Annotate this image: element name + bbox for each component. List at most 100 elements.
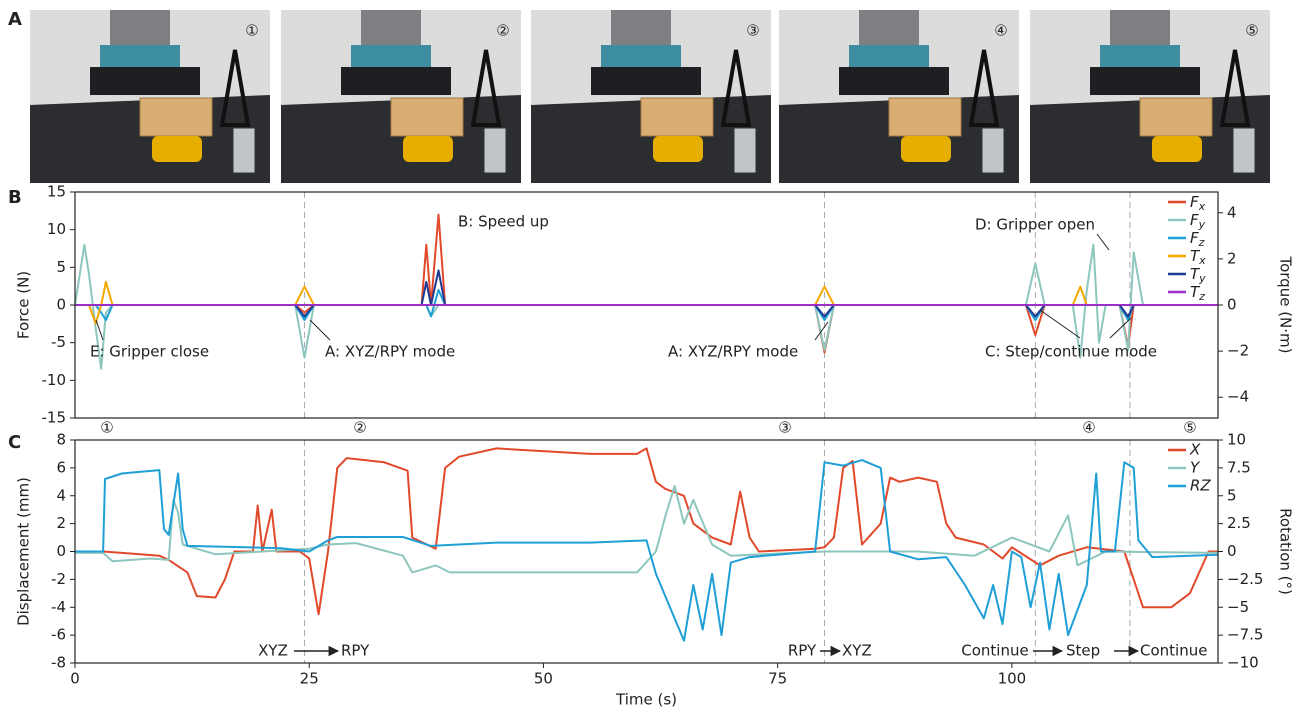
- annotation: E: Gripper close: [90, 343, 209, 361]
- controller: [982, 128, 1004, 173]
- stage-label: ③: [778, 419, 791, 437]
- y2-tick-label: −7.5: [1227, 626, 1263, 644]
- annotation: A: XYZ/RPY mode: [325, 343, 455, 361]
- photo: ⑤: [1030, 10, 1270, 183]
- y-tick-label: -4: [51, 598, 66, 616]
- robot-base: [611, 10, 671, 45]
- yellow-cylinder: [901, 136, 951, 162]
- controller: [233, 128, 255, 173]
- stage-label: ②: [353, 419, 366, 437]
- mount-frame: [90, 67, 200, 95]
- y-axis-title: Displacement (mm): [15, 477, 33, 626]
- y-tick-label: -5: [51, 333, 66, 351]
- y-tick-label: -2: [51, 570, 66, 588]
- transition-label: XYZ: [842, 642, 872, 660]
- y2-axis-title: Torque (N·m): [1277, 255, 1295, 353]
- x-tick-label: 0: [70, 670, 80, 688]
- robot-mount: [351, 45, 431, 67]
- y-tick-label: 6: [56, 458, 66, 476]
- wood-block: [889, 98, 961, 136]
- y-axis-title: Force (N): [15, 271, 33, 339]
- y-tick-label: 8: [56, 431, 66, 449]
- stage-label: ⑤: [1183, 419, 1196, 437]
- y2-tick-label: −10: [1227, 654, 1259, 672]
- y-tick-label: -15: [42, 409, 67, 427]
- controller: [734, 128, 756, 173]
- y2-tick-label: 0: [1227, 296, 1237, 314]
- legend-label: Tz: [1190, 283, 1205, 304]
- wood-block: [641, 98, 713, 136]
- y2-tick-label: 4: [1227, 203, 1237, 221]
- transition-label: RPY: [341, 642, 370, 660]
- y-tick-label: 10: [47, 220, 66, 238]
- y2-tick-label: 7.5: [1227, 458, 1251, 476]
- photo: ③: [531, 10, 771, 183]
- mount-frame: [591, 67, 701, 95]
- y-tick-label: 15: [47, 183, 66, 201]
- transition-label: XYZ: [258, 642, 288, 660]
- annotation: C: Step/continue mode: [985, 343, 1157, 361]
- robot-mount: [1100, 45, 1180, 67]
- robot-base: [361, 10, 421, 45]
- yellow-cylinder: [152, 136, 202, 162]
- annotation: D: Gripper open: [975, 216, 1095, 234]
- x-tick-label: 100: [998, 670, 1027, 688]
- photo: ②: [281, 10, 521, 183]
- series-line: [75, 282, 1218, 324]
- stage-label: ①: [100, 419, 113, 437]
- transition-label: RPY: [788, 642, 817, 660]
- robot-mount: [849, 45, 929, 67]
- frame-number: ③: [746, 22, 759, 40]
- figure: A ①②③④⑤B-15-10-5051015−4−2024Force (N)To…: [0, 0, 1301, 710]
- y2-tick-label: 2.5: [1227, 514, 1251, 532]
- legend-label: Y: [1190, 459, 1201, 477]
- series-line: [75, 486, 1218, 572]
- mount-frame: [341, 67, 451, 95]
- wood-block: [1140, 98, 1212, 136]
- annotation: B: Speed up: [458, 213, 549, 231]
- legend-label: X: [1189, 441, 1201, 459]
- robot-mount: [100, 45, 180, 67]
- x-tick-label: 75: [768, 670, 787, 688]
- y-tick-label: -8: [51, 654, 66, 672]
- y2-tick-label: −4: [1227, 388, 1249, 406]
- y2-tick-label: −2.5: [1227, 570, 1263, 588]
- y2-tick-label: 5: [1227, 486, 1237, 504]
- frame-number: ④: [994, 22, 1007, 40]
- robot-base: [1110, 10, 1170, 45]
- y2-tick-label: 0: [1227, 542, 1237, 560]
- yellow-cylinder: [403, 136, 453, 162]
- frame-number: ①: [245, 22, 258, 40]
- robot-base: [859, 10, 919, 45]
- transition-label: Continue: [1140, 642, 1207, 660]
- y2-tick-label: 10: [1227, 431, 1246, 449]
- wood-block: [140, 98, 212, 136]
- annotation-pointer: [310, 320, 330, 340]
- panel-label: C: [8, 432, 21, 453]
- robot-mount: [601, 45, 681, 67]
- yellow-cylinder: [1152, 136, 1202, 162]
- photo: ①: [30, 10, 270, 183]
- y2-axis-title: Rotation (°): [1277, 508, 1295, 595]
- mount-frame: [839, 67, 949, 95]
- y-tick-label: -6: [51, 626, 66, 644]
- frame-number: ②: [496, 22, 509, 40]
- series-line: [75, 270, 1218, 316]
- y-tick-label: 0: [56, 542, 66, 560]
- yellow-cylinder: [653, 136, 703, 162]
- transition-label: Step: [1066, 642, 1100, 660]
- legend-label: RZ: [1190, 477, 1211, 495]
- annotation-pointer: [1097, 234, 1109, 250]
- panel-label: B: [8, 187, 22, 208]
- annotation-pointer: [1110, 318, 1131, 338]
- y-tick-label: 0: [56, 296, 66, 314]
- stage-label: ④: [1082, 419, 1095, 437]
- y-tick-label: 2: [56, 514, 66, 532]
- series-line: [75, 448, 1218, 614]
- frame-number: ⑤: [1245, 22, 1258, 40]
- x-axis-title: Time (s): [615, 691, 677, 709]
- mount-frame: [1090, 67, 1200, 95]
- x-tick-label: 50: [534, 670, 553, 688]
- panel-label: A: [8, 9, 22, 30]
- controller: [484, 128, 506, 173]
